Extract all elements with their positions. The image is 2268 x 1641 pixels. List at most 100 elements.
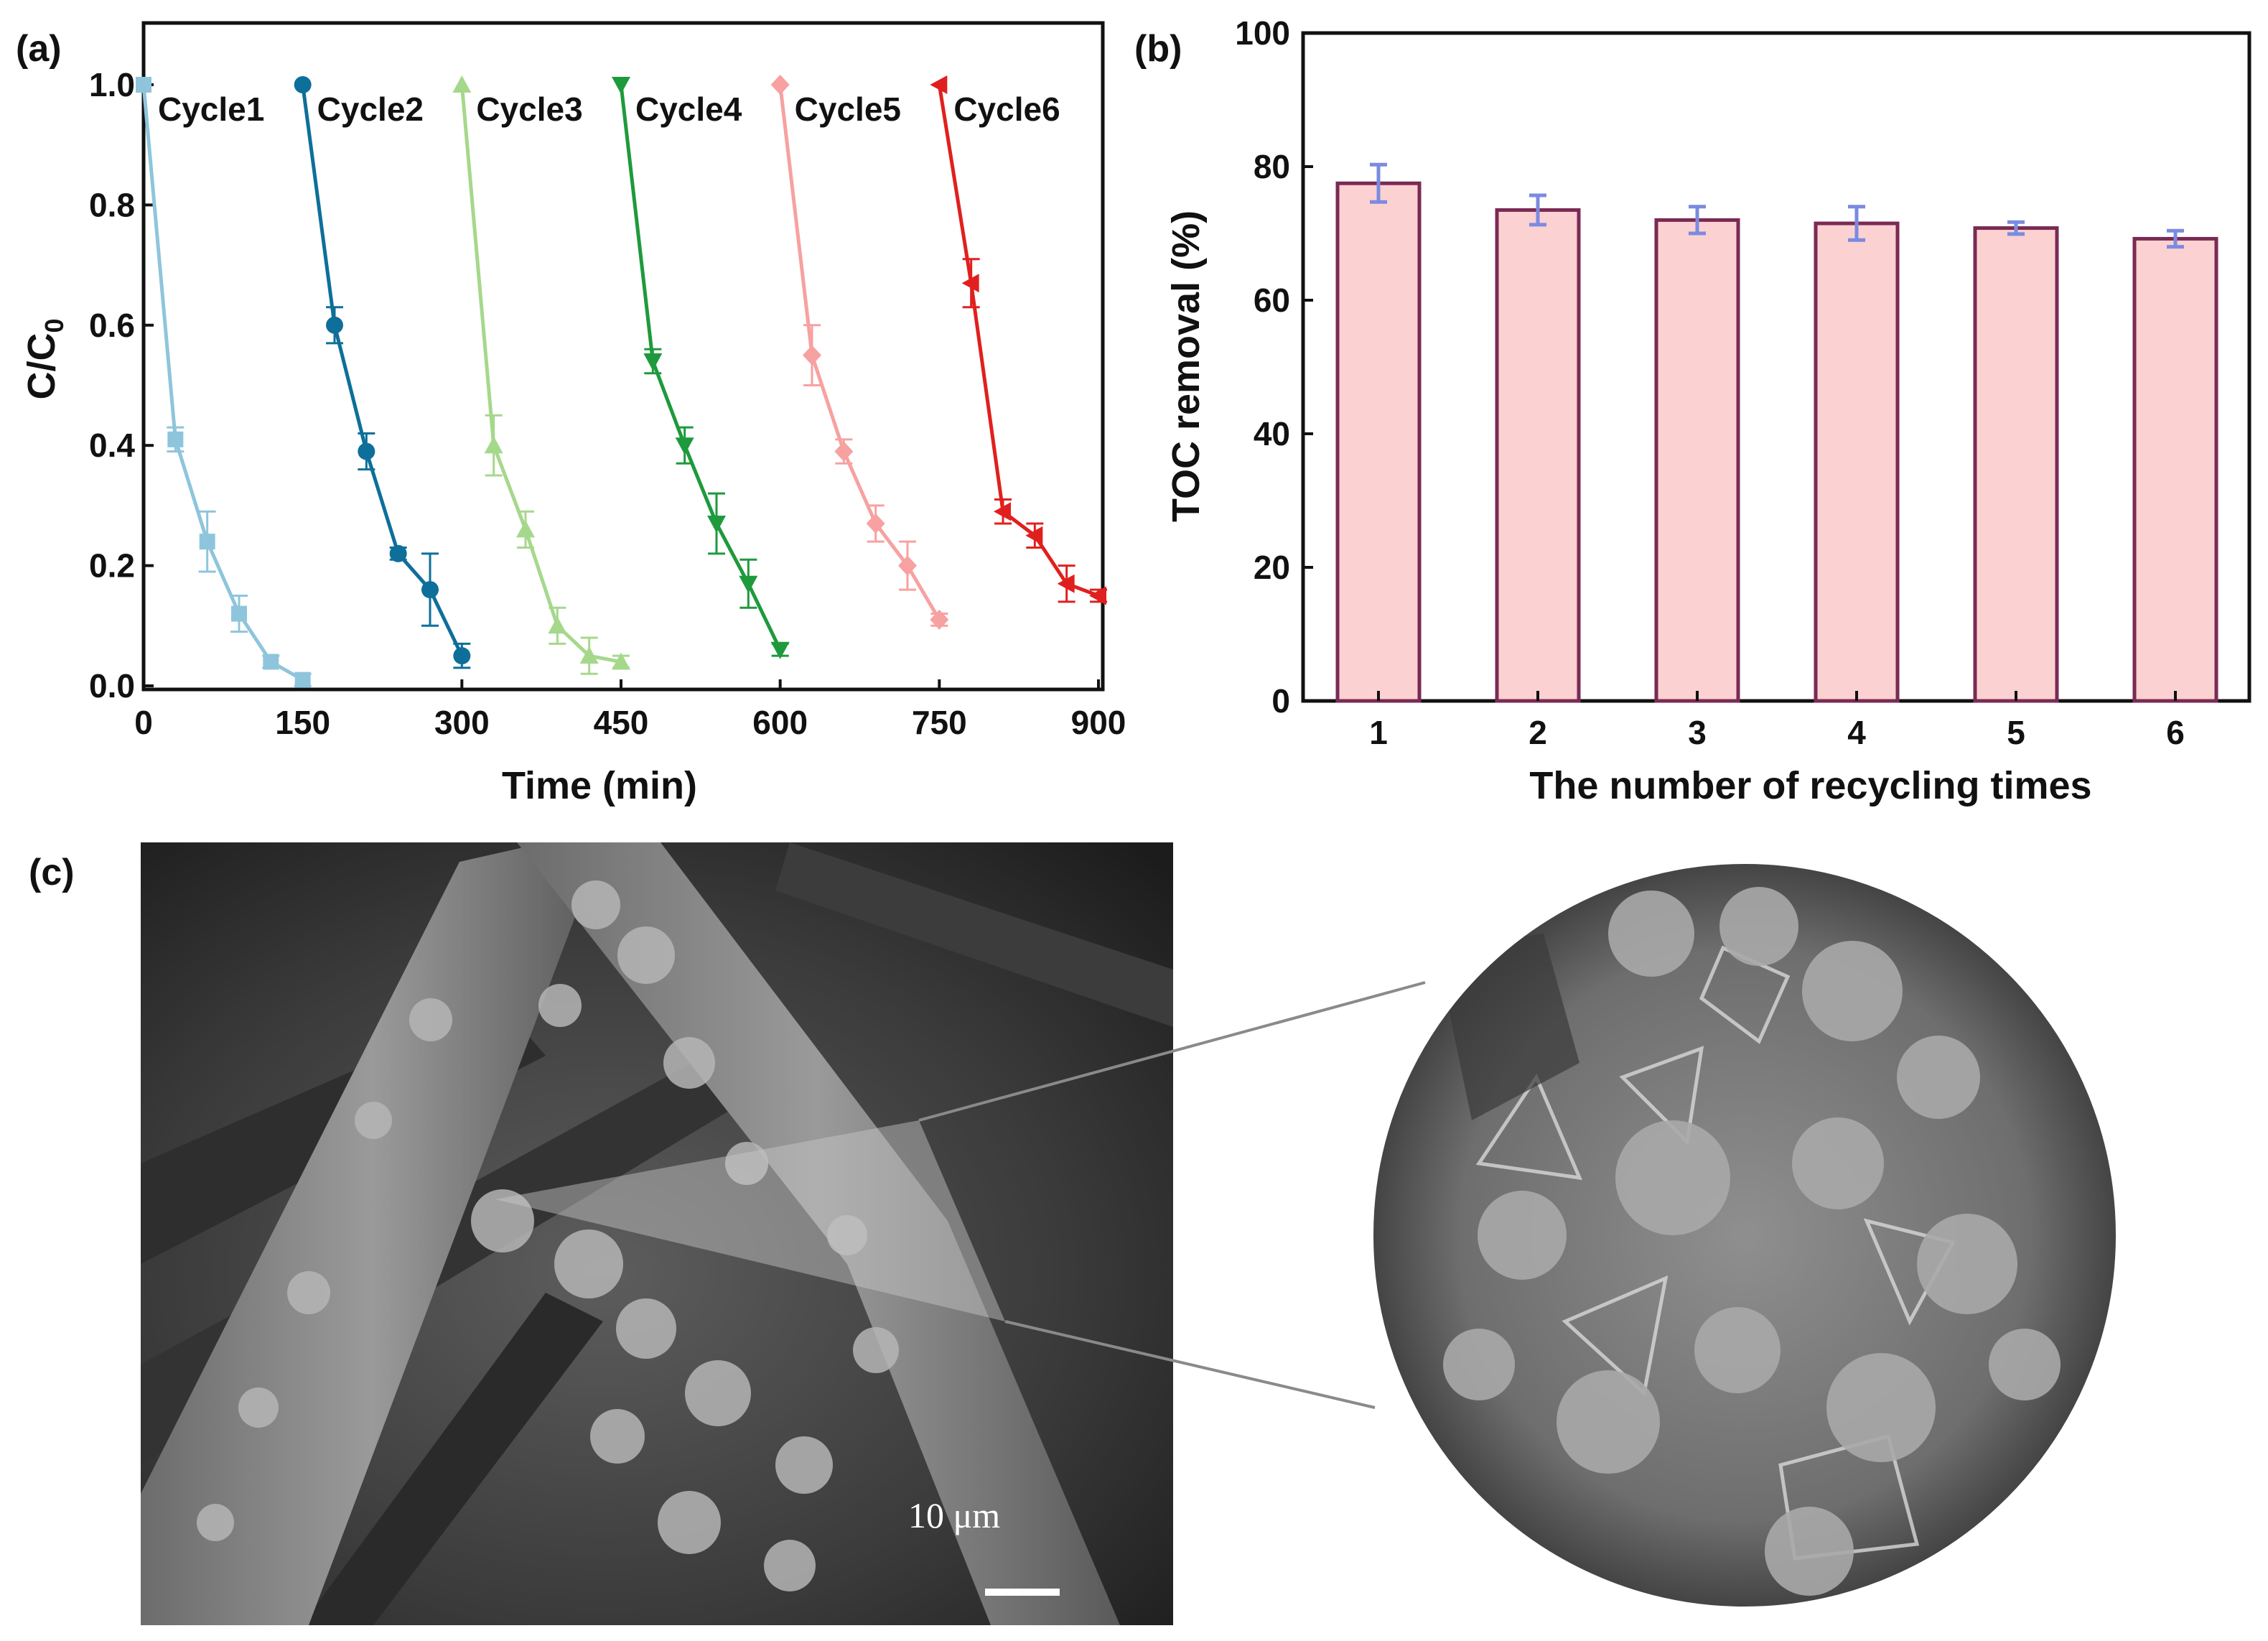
panel-b-x-tick-label: 4: [1847, 714, 1866, 751]
panel-b-y-tick-label: 60: [1254, 282, 1290, 319]
panel-a-series-line: [778, 84, 941, 621]
panel-a-data-point: [930, 75, 948, 94]
panel-a-x-tick-label: 0: [134, 704, 153, 741]
panel-b-x-tick-label: 2: [1529, 714, 1547, 751]
zoom-inset: [1371, 862, 2118, 1609]
panel-b-bar: [1654, 218, 1740, 703]
panel-a-x-tick-label: 600: [752, 704, 808, 741]
panel-a-data-point: [389, 544, 407, 562]
panel-a-y-ticks: 0.0 0.2 0.4 0.6 0.8 1.0: [89, 66, 154, 705]
panel-a-y-tick-label: 0.2: [89, 547, 135, 585]
panel-a-data-point: [294, 76, 312, 93]
panel-a-data-point: [452, 75, 472, 93]
panel-a-data-point: [484, 436, 503, 454]
panel-a-cycle-label: Cycle6: [953, 90, 1060, 128]
panel-b-bar: [2132, 236, 2218, 703]
panel-a-data-point: [326, 316, 343, 334]
panel-a-series-cycle2: [294, 76, 471, 669]
scale-bar-label: 10 μm: [908, 1495, 1000, 1535]
panel-a-series-line: [141, 84, 304, 682]
panel-b-x-tick-label: 5: [2007, 714, 2025, 751]
zoom-inset-border: [1369, 860, 2120, 1611]
panel-b-bar: [1973, 226, 2059, 703]
scale-bar: [985, 1589, 1060, 1596]
panel-a-data-point: [643, 353, 663, 371]
panel-b-bar: [1335, 181, 1422, 703]
panel-b-label: (b): [1134, 28, 1182, 70]
panel-c-label: (c): [29, 852, 75, 893]
panel-a-data-point: [612, 77, 630, 94]
panel-a-data-point: [1057, 574, 1075, 593]
panel-a-series-line: [937, 84, 1099, 598]
panel-a-data-point: [803, 345, 821, 366]
panel-a-y-axis-title-sub: 0: [39, 318, 69, 333]
panel-b-bar-group-4: [1814, 205, 1900, 703]
panel-a-series-cycle3: [452, 75, 630, 675]
panel-a-y-axis-title-main: C/C: [20, 333, 63, 400]
panel-b-x-tick-label: 3: [1688, 714, 1707, 751]
panel-a-data-point: [707, 516, 726, 534]
panel-a-data-point: [1089, 586, 1106, 605]
panel-b-x-ticks: 1 2 3 4 5 6: [1369, 691, 2185, 751]
panel-a-data-point: [516, 520, 535, 538]
panel-a-data-point: [994, 502, 1011, 521]
panel-a-data-point: [834, 441, 854, 462]
panel-a-y-tick-label: 1.0: [89, 66, 135, 103]
panel-a-data-point: [612, 652, 630, 670]
panel-a-data-point: [675, 437, 694, 455]
panel-b-bars: [1335, 162, 2218, 703]
panel-b-y-tick-label: 40: [1254, 415, 1290, 452]
panel-a-x-tick-label: 450: [594, 704, 649, 741]
zoom-connector-bottom: [1004, 1320, 1376, 1409]
zoom-connector-top: [918, 981, 1426, 1122]
panel-b-y-tick-label: 20: [1254, 549, 1290, 586]
panel-a-label: (a): [16, 28, 62, 70]
panel-a-y-axis-title: C/C0: [20, 318, 69, 399]
panel-b-bar-group-5: [1973, 220, 2059, 703]
panel-a-data-point: [136, 77, 151, 93]
panel-a-cycle-label: Cycle3: [476, 90, 582, 128]
panel-a-data-point: [770, 75, 790, 95]
panel-b-y-ticks: 0 20 40 60 80 100: [1235, 14, 1313, 720]
panel-a-y-tick-label: 0.4: [89, 427, 135, 464]
panel-b-y-tick-label: 100: [1235, 14, 1290, 52]
panel-a-data-point: [199, 534, 215, 550]
panel-b-bar-group-3: [1654, 205, 1740, 703]
panel-a-data-point: [770, 641, 790, 659]
panel-a-cycle-label: Cycle2: [317, 90, 424, 128]
panel-b-x-tick-label: 6: [2166, 714, 2185, 751]
panel-a-x-ticks: 0 150 300 450 600 750 900: [134, 679, 1126, 741]
panel-a-x-tick-label: 900: [1071, 704, 1126, 741]
panel-a-cycle-label: Cycle5: [795, 90, 901, 128]
panel-a-data-point: [579, 646, 599, 664]
panel-a-frame: [141, 21, 1105, 692]
panel-b-y-axis-title: TOC removal (%): [1165, 210, 1208, 522]
panel-a-data-point: [453, 647, 471, 665]
panel-b-y-tick-label: 80: [1254, 148, 1290, 185]
panel-a-data-point: [294, 671, 311, 688]
panel-a-data-point: [548, 616, 567, 634]
panel-a-data-point: [930, 609, 949, 630]
panel-a-data-point: [358, 442, 375, 460]
panel-a-series-cycle5: [770, 75, 949, 630]
panel-a-series-line: [619, 84, 782, 651]
panel-b-bar-group-6: [2132, 228, 2218, 703]
panel-c-sem-image: (c): [29, 842, 2120, 1625]
panel-b-frame: [1301, 31, 2251, 703]
panel-a-data-point: [263, 654, 279, 670]
panel-a-x-tick-label: 150: [275, 704, 330, 741]
panel-a-data-point: [421, 581, 439, 599]
panel-b-x-axis-title: The number of recycling times: [1529, 764, 2091, 807]
panel-a-cycle-labels: Cycle1 Cycle2 Cycle3 Cycle4 Cycle5 Cycle6: [158, 90, 1060, 128]
panel-a-series-line: [301, 84, 464, 657]
panel-a-line-chart: (a) 0.0 0.2 0.4 0.6 0.8 1.0 0 150 300 450 600 750 9…: [16, 21, 1126, 807]
panel-b-x-tick-label: 1: [1369, 714, 1388, 751]
panel-a-cycle-label: Cycle1: [158, 90, 264, 128]
panel-b-y-tick-label: 0: [1271, 682, 1290, 720]
panel-a-data-point: [167, 431, 184, 447]
panel-a-series: [136, 75, 1107, 688]
panel-a-data-point: [961, 274, 979, 293]
panel-a-y-tick-label: 0.6: [89, 307, 135, 344]
panel-a-data-point: [739, 575, 758, 593]
